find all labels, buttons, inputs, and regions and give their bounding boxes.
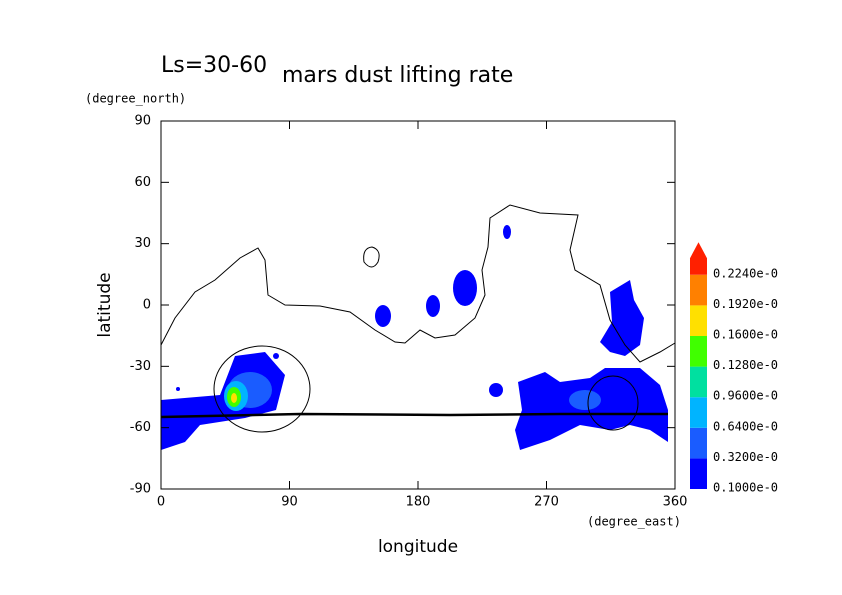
- y-tick-label: 30: [134, 236, 151, 251]
- colorbar-segment: [690, 427, 707, 459]
- colorbar-label: 0.3200e-0: [713, 450, 778, 464]
- x-tick-label: 270: [534, 495, 559, 510]
- colorbar-label: 0.6400e-0: [713, 419, 778, 433]
- x-tick-label: 0: [157, 495, 165, 510]
- chart-subtitle: Ls=30-60: [161, 53, 267, 78]
- x-unit: (degree_east): [587, 515, 681, 529]
- y-tick-label: 90: [134, 114, 151, 129]
- colorbar-label: 0.2240e-0: [713, 266, 778, 280]
- colorbar-label: 0.9600e-0: [713, 389, 778, 403]
- colorbar-tip: [690, 242, 707, 275]
- x-tick-label: 90: [281, 495, 298, 510]
- colorbar-segment: [690, 336, 707, 367]
- filled-contours: [161, 225, 668, 450]
- colorbar-label: 0.1000e-0: [713, 481, 778, 495]
- colorbar-label: 0.1600e-0: [713, 328, 778, 342]
- plot-frame: [160, 120, 676, 490]
- x-tick-label: 360: [663, 495, 688, 510]
- x-tick-label: 180: [406, 495, 431, 510]
- colorbar-segment: [690, 305, 707, 336]
- y-unit: (degree_north): [85, 92, 186, 106]
- chart-title: mars dust lifting rate: [282, 63, 513, 88]
- y-tick-label: 0: [143, 298, 151, 313]
- y-tick-label: -90: [130, 482, 151, 497]
- colorbar-segment: [690, 274, 707, 306]
- y-tick-label: 60: [134, 175, 151, 190]
- colorbar-segment: [690, 397, 707, 428]
- y-axis-label: latitude: [95, 272, 115, 337]
- y-tick-label: -60: [130, 420, 151, 435]
- colorbar-segment: [690, 458, 707, 489]
- x-axis-label: longitude: [378, 537, 458, 557]
- colorbar-segment: [690, 366, 707, 398]
- colorbar-label: 0.1280e-0: [713, 358, 778, 372]
- colorbar-label: 0.1920e-0: [713, 297, 778, 311]
- contour-lines: [160, 204, 676, 433]
- y-tick-label: -30: [130, 359, 151, 374]
